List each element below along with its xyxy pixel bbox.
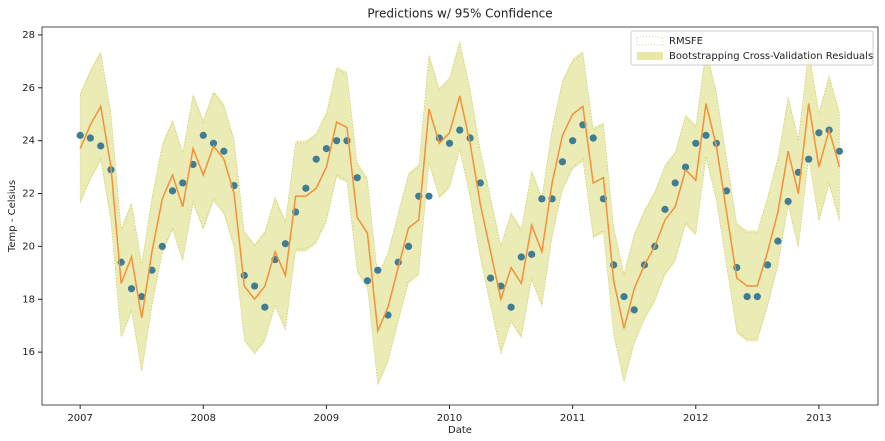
legend-label: RMSFE [669,36,703,47]
y-tick-label: 20 [22,241,35,252]
data-point [209,139,218,147]
data-point [312,155,320,163]
data-point [517,253,525,261]
data-point [261,303,269,311]
data-point [661,205,669,213]
x-axis-label: Date [448,425,472,436]
data-point [76,131,84,139]
plot-frame [41,26,879,406]
data-point [702,131,710,139]
data-point [589,134,597,142]
x-tick-label: 2010 [437,413,462,424]
data-point [538,195,546,203]
data-point [97,142,105,150]
data-point [179,179,187,187]
data-point [569,137,577,145]
data-point [486,274,495,282]
data-point [148,266,156,274]
data-point [374,266,382,274]
data-point [681,163,690,171]
data-point [620,293,628,301]
data-point [630,306,638,314]
y-tick-label: 24 [22,136,35,147]
legend-swatch [636,36,664,46]
data-point [333,137,341,145]
data-point [763,261,772,269]
data-point [158,242,166,250]
x-tick-label: 2013 [806,413,831,424]
data-point [528,250,536,258]
y-tick-label: 16 [22,347,35,358]
legend-box [630,30,874,66]
y-tick-label: 18 [22,294,35,305]
data-point [722,187,731,195]
data-point [322,144,331,153]
confidence-band [79,42,840,386]
data-point [240,271,248,280]
x-tick-label: 2011 [560,413,585,424]
x-tick-label: 2009 [314,413,339,424]
data-point [363,277,372,285]
y-tick-label: 22 [22,189,35,200]
confidence-band [80,40,840,387]
data-point [251,282,259,290]
data-point [835,147,844,155]
legend-label: Bootstrapping Cross-Validation Residuals [669,51,873,62]
x-tick-label: 2012 [683,413,708,424]
data-point [445,139,454,147]
data-point [404,242,413,250]
data-point [138,293,146,301]
data-point [784,197,792,206]
y-tick-label: 26 [22,83,35,94]
legend-swatch [637,52,663,60]
data-point [476,179,484,187]
data-point [753,293,761,301]
data-point [86,134,94,142]
data-point [127,285,136,293]
x-tick-label: 2008 [191,413,216,424]
data-point [743,293,751,301]
data-point [456,126,464,134]
y-tick-label: 28 [22,30,35,41]
data-point [507,303,515,311]
y-axis-label: Temp - Celsius [7,180,18,253]
data-point [281,240,290,248]
data-point [384,311,392,319]
data-point [220,147,228,155]
x-tick-label: 2007 [67,413,92,424]
data-point [692,139,700,147]
chart-title: Predictions w/ 95% Confidence [367,7,552,21]
data-point [302,184,310,192]
data-point [199,131,207,139]
data-point [425,192,433,200]
data-point [805,155,813,163]
data-point [353,174,361,182]
data-point [671,179,679,187]
data-point [815,129,823,137]
data-point [558,158,567,166]
data-point [168,187,177,195]
prediction-line [79,95,841,334]
data-point [774,237,782,245]
